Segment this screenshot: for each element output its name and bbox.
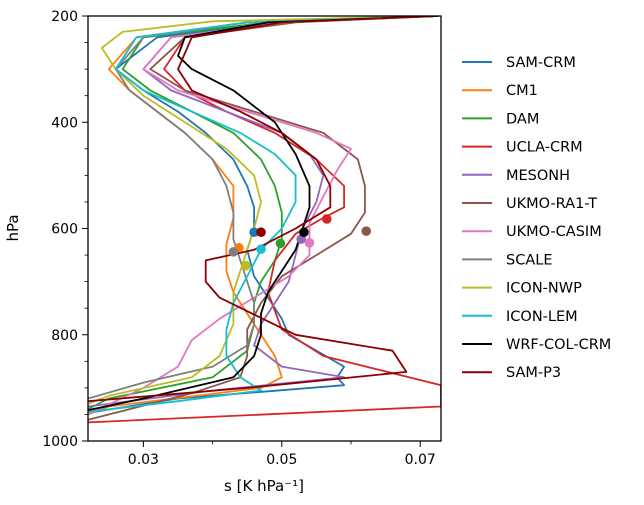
series-lines <box>88 16 441 424</box>
legend-item: ICON-NWP <box>462 281 582 297</box>
series-marker-2 <box>275 238 286 249</box>
legend-label: ICON-LEM <box>506 309 578 325</box>
legend-item: WRF-COL-CRM <box>462 337 611 353</box>
series-line-6 <box>88 16 439 416</box>
series-marker-8 <box>241 260 251 271</box>
series-markers <box>228 214 372 271</box>
series-line-5 <box>88 16 439 421</box>
y-tick-label: 200 <box>51 9 78 25</box>
series-marker-11 <box>256 227 266 238</box>
x-tick-label: 0.03 <box>128 452 159 468</box>
y-tick-label: 800 <box>51 328 78 344</box>
series-marker-10 <box>299 227 309 238</box>
legend-item: SAM-CRM <box>462 55 576 71</box>
series-line-1 <box>88 16 439 416</box>
legend-label: SAM-P3 <box>506 365 561 381</box>
x-tick-label: 0.07 <box>405 452 436 468</box>
plot-frame <box>87 15 442 442</box>
legend-item: CM1 <box>462 83 538 99</box>
series-line-11 <box>88 16 439 403</box>
series-line-4 <box>88 16 439 408</box>
legend-label: WRF-COL-CRM <box>506 337 611 353</box>
series-marker-0 <box>249 227 259 238</box>
legend-item: UCLA-CRM <box>462 140 583 156</box>
series-line-8 <box>88 16 439 405</box>
legend-item: MESONH <box>462 168 570 184</box>
series-line-7 <box>88 16 439 400</box>
series-marker-9 <box>256 244 266 255</box>
x-axis-label: s [K hPa⁻¹] <box>224 477 304 495</box>
legend-label: UKMO-RA1-T <box>506 196 597 212</box>
series-line-10 <box>88 16 439 412</box>
series-marker-5 <box>361 226 372 236</box>
series-marker-7 <box>228 247 239 257</box>
series-marker-6 <box>304 238 315 248</box>
legend-label: DAM <box>506 111 539 127</box>
y-axis-label: hPa <box>4 214 22 241</box>
legend-label: SAM-CRM <box>506 55 576 71</box>
series-line-3 <box>88 16 441 424</box>
legend-item: DAM <box>462 111 539 127</box>
series-line-0 <box>94 16 439 413</box>
legend-label: CM1 <box>506 83 538 99</box>
legend-label: SCALE <box>506 252 553 268</box>
legend: SAM-CRM CM1 DAM UCLA-CRM MESONH UKMO-RA1-T UKM… <box>462 55 611 381</box>
legend-item: UKMO-RA1-T <box>462 196 597 212</box>
legend-item: UKMO-CASIM <box>462 224 602 240</box>
legend-label: MESONH <box>506 168 570 184</box>
legend-item: SCALE <box>462 252 553 268</box>
legend-label: ICON-NWP <box>506 281 582 297</box>
legend-item: SAM-P3 <box>462 365 561 381</box>
axes: 0.03 0.05 0.07 200 400 600 800 1000 <box>42 9 435 468</box>
x-tick-label: 0.05 <box>266 452 297 468</box>
legend-label: UKMO-CASIM <box>506 224 602 240</box>
y-tick-label: 1000 <box>42 434 78 450</box>
y-tick-label: 600 <box>51 222 78 238</box>
y-tick-label: 400 <box>51 115 78 131</box>
legend-label: UCLA-CRM <box>506 140 583 156</box>
series-marker-3 <box>321 214 332 224</box>
legend-item: ICON-LEM <box>462 309 578 325</box>
